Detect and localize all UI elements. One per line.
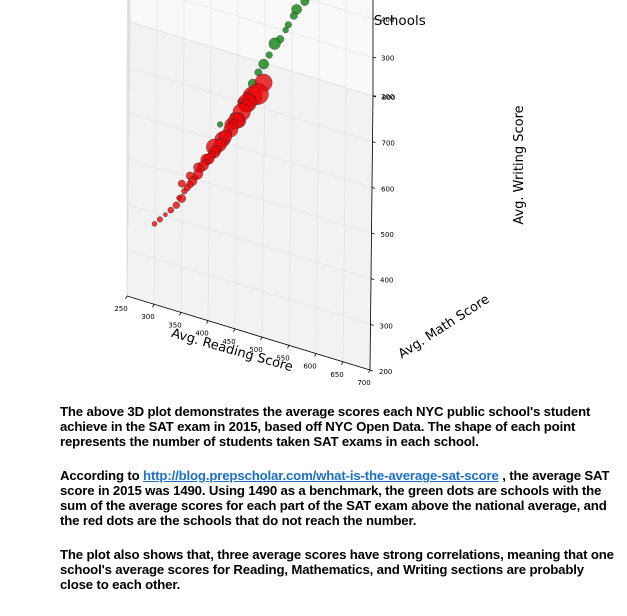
green-point (300, 0, 310, 6)
x-tick-mark (314, 353, 317, 357)
red-point (176, 195, 182, 201)
y-tick-label: 700 (382, 140, 395, 148)
x-tick-mark (341, 361, 344, 365)
z-grid-line (126, 0, 130, 220)
x-tick-mark (287, 345, 290, 349)
prepscholar-link[interactable]: http://blog.prepscholar.com/what-is-the-… (143, 468, 499, 483)
green-point (265, 51, 273, 59)
y-axis-label: Avg. Math Score (396, 292, 493, 362)
y-grid-line (127, 204, 372, 279)
z-axis-label: Avg. Writing Score (512, 105, 527, 224)
green-point (289, 11, 298, 20)
x-tick-label: 300 (141, 313, 154, 321)
x-tick-label: 700 (357, 379, 370, 387)
chart-tick-labels: 250 300 350 400 450 500 550 600 650 700 200 300 400 5… (114, 16, 395, 387)
green-point (268, 37, 281, 50)
y-tick-mark (370, 323, 374, 326)
z-grid-line (126, 21, 131, 297)
z-tick-label: 300 (381, 55, 394, 63)
z-grid-line (126, 0, 129, 104)
y-tick-label: 400 (380, 277, 393, 285)
z-grid-line (126, 0, 129, 66)
y-grid-line (127, 250, 371, 325)
y-tick-mark (372, 141, 376, 144)
x-tick-label: 650 (330, 371, 343, 379)
x-tick-label: 500 (249, 346, 262, 354)
z-grid-line (126, 0, 129, 143)
y-grid-line (128, 113, 373, 188)
y-tick-label: 500 (381, 231, 394, 239)
x-tick-mark (125, 295, 128, 300)
x-tick-label: 250 (114, 305, 127, 313)
green-point (258, 58, 269, 70)
red-point (181, 188, 188, 195)
chart-points (151, 0, 311, 227)
x-tick-label: 400 (195, 330, 208, 338)
x-tick-mark (233, 328, 236, 333)
y-tick-label: 800 (382, 94, 395, 102)
y-tick-mark (371, 186, 376, 189)
description: The above 3D plot demonstrates the avera… (60, 404, 615, 611)
green-point (282, 26, 289, 34)
chart-panes (126, 0, 374, 371)
x-tick-mark (152, 304, 155, 308)
x-tick-mark (206, 320, 209, 324)
y-grid-line (128, 158, 372, 234)
x-tick-label: 550 (276, 354, 289, 362)
red-point (177, 179, 186, 188)
red-point (163, 212, 168, 217)
green-point (216, 121, 224, 128)
y-tick-label: 200 (379, 368, 392, 376)
sat-3d-scatter-chart: Average SAT Scores in NYC High Schools 2… (114, 0, 527, 387)
x-tick-label: 350 (168, 321, 181, 329)
y-tick-mark (371, 232, 375, 235)
z-grid-line (126, 0, 131, 258)
description-paragraph-2: According to http://blog.prepscholar.com… (60, 468, 615, 528)
z-grid-line (309, 0, 374, 20)
green-point (284, 21, 292, 29)
z-tick-label: 200 (381, 93, 394, 101)
p2-text-after: , the average SAT score in 2015 was 1490… (60, 468, 610, 528)
red-point (156, 216, 163, 223)
description-paragraph-1: The above 3D plot demonstrates the avera… (60, 404, 591, 449)
z-tick-label: 400 (381, 16, 394, 24)
z-grid-line (129, 21, 374, 97)
y-tick-mark (370, 278, 375, 281)
x-tick-label: 600 (303, 363, 316, 371)
red-point (151, 221, 158, 227)
x-tick-mark (179, 312, 182, 316)
x-tick-mark (260, 336, 263, 341)
y-tick-mark (369, 369, 374, 372)
p2-text-before: According to (60, 468, 144, 483)
red-point (167, 206, 175, 214)
x-axis-line (126, 295, 371, 371)
x-tick-mark (368, 369, 371, 374)
description-paragraph-3: The plot also shows that, three average … (60, 547, 614, 592)
chart-grid (126, 0, 374, 371)
z-grid-line (126, 0, 130, 181)
x-tick-label: 450 (222, 338, 235, 346)
chart-axes (125, 0, 377, 374)
y-tick-label: 600 (381, 185, 394, 193)
y-tick-label: 300 (380, 322, 393, 330)
red-point (172, 201, 180, 209)
z-grid-line (183, 0, 374, 58)
